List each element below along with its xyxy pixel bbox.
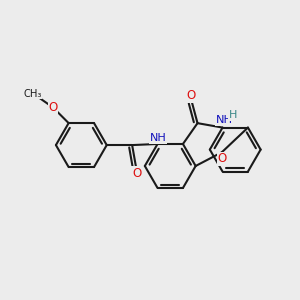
Text: O: O [186, 89, 196, 102]
Text: O: O [48, 101, 58, 114]
Text: H: H [229, 110, 237, 120]
Text: O: O [218, 152, 227, 165]
Text: O: O [132, 167, 141, 180]
Text: CH₃: CH₃ [23, 89, 42, 99]
Text: NH: NH [216, 116, 233, 125]
Text: NH: NH [150, 133, 166, 143]
